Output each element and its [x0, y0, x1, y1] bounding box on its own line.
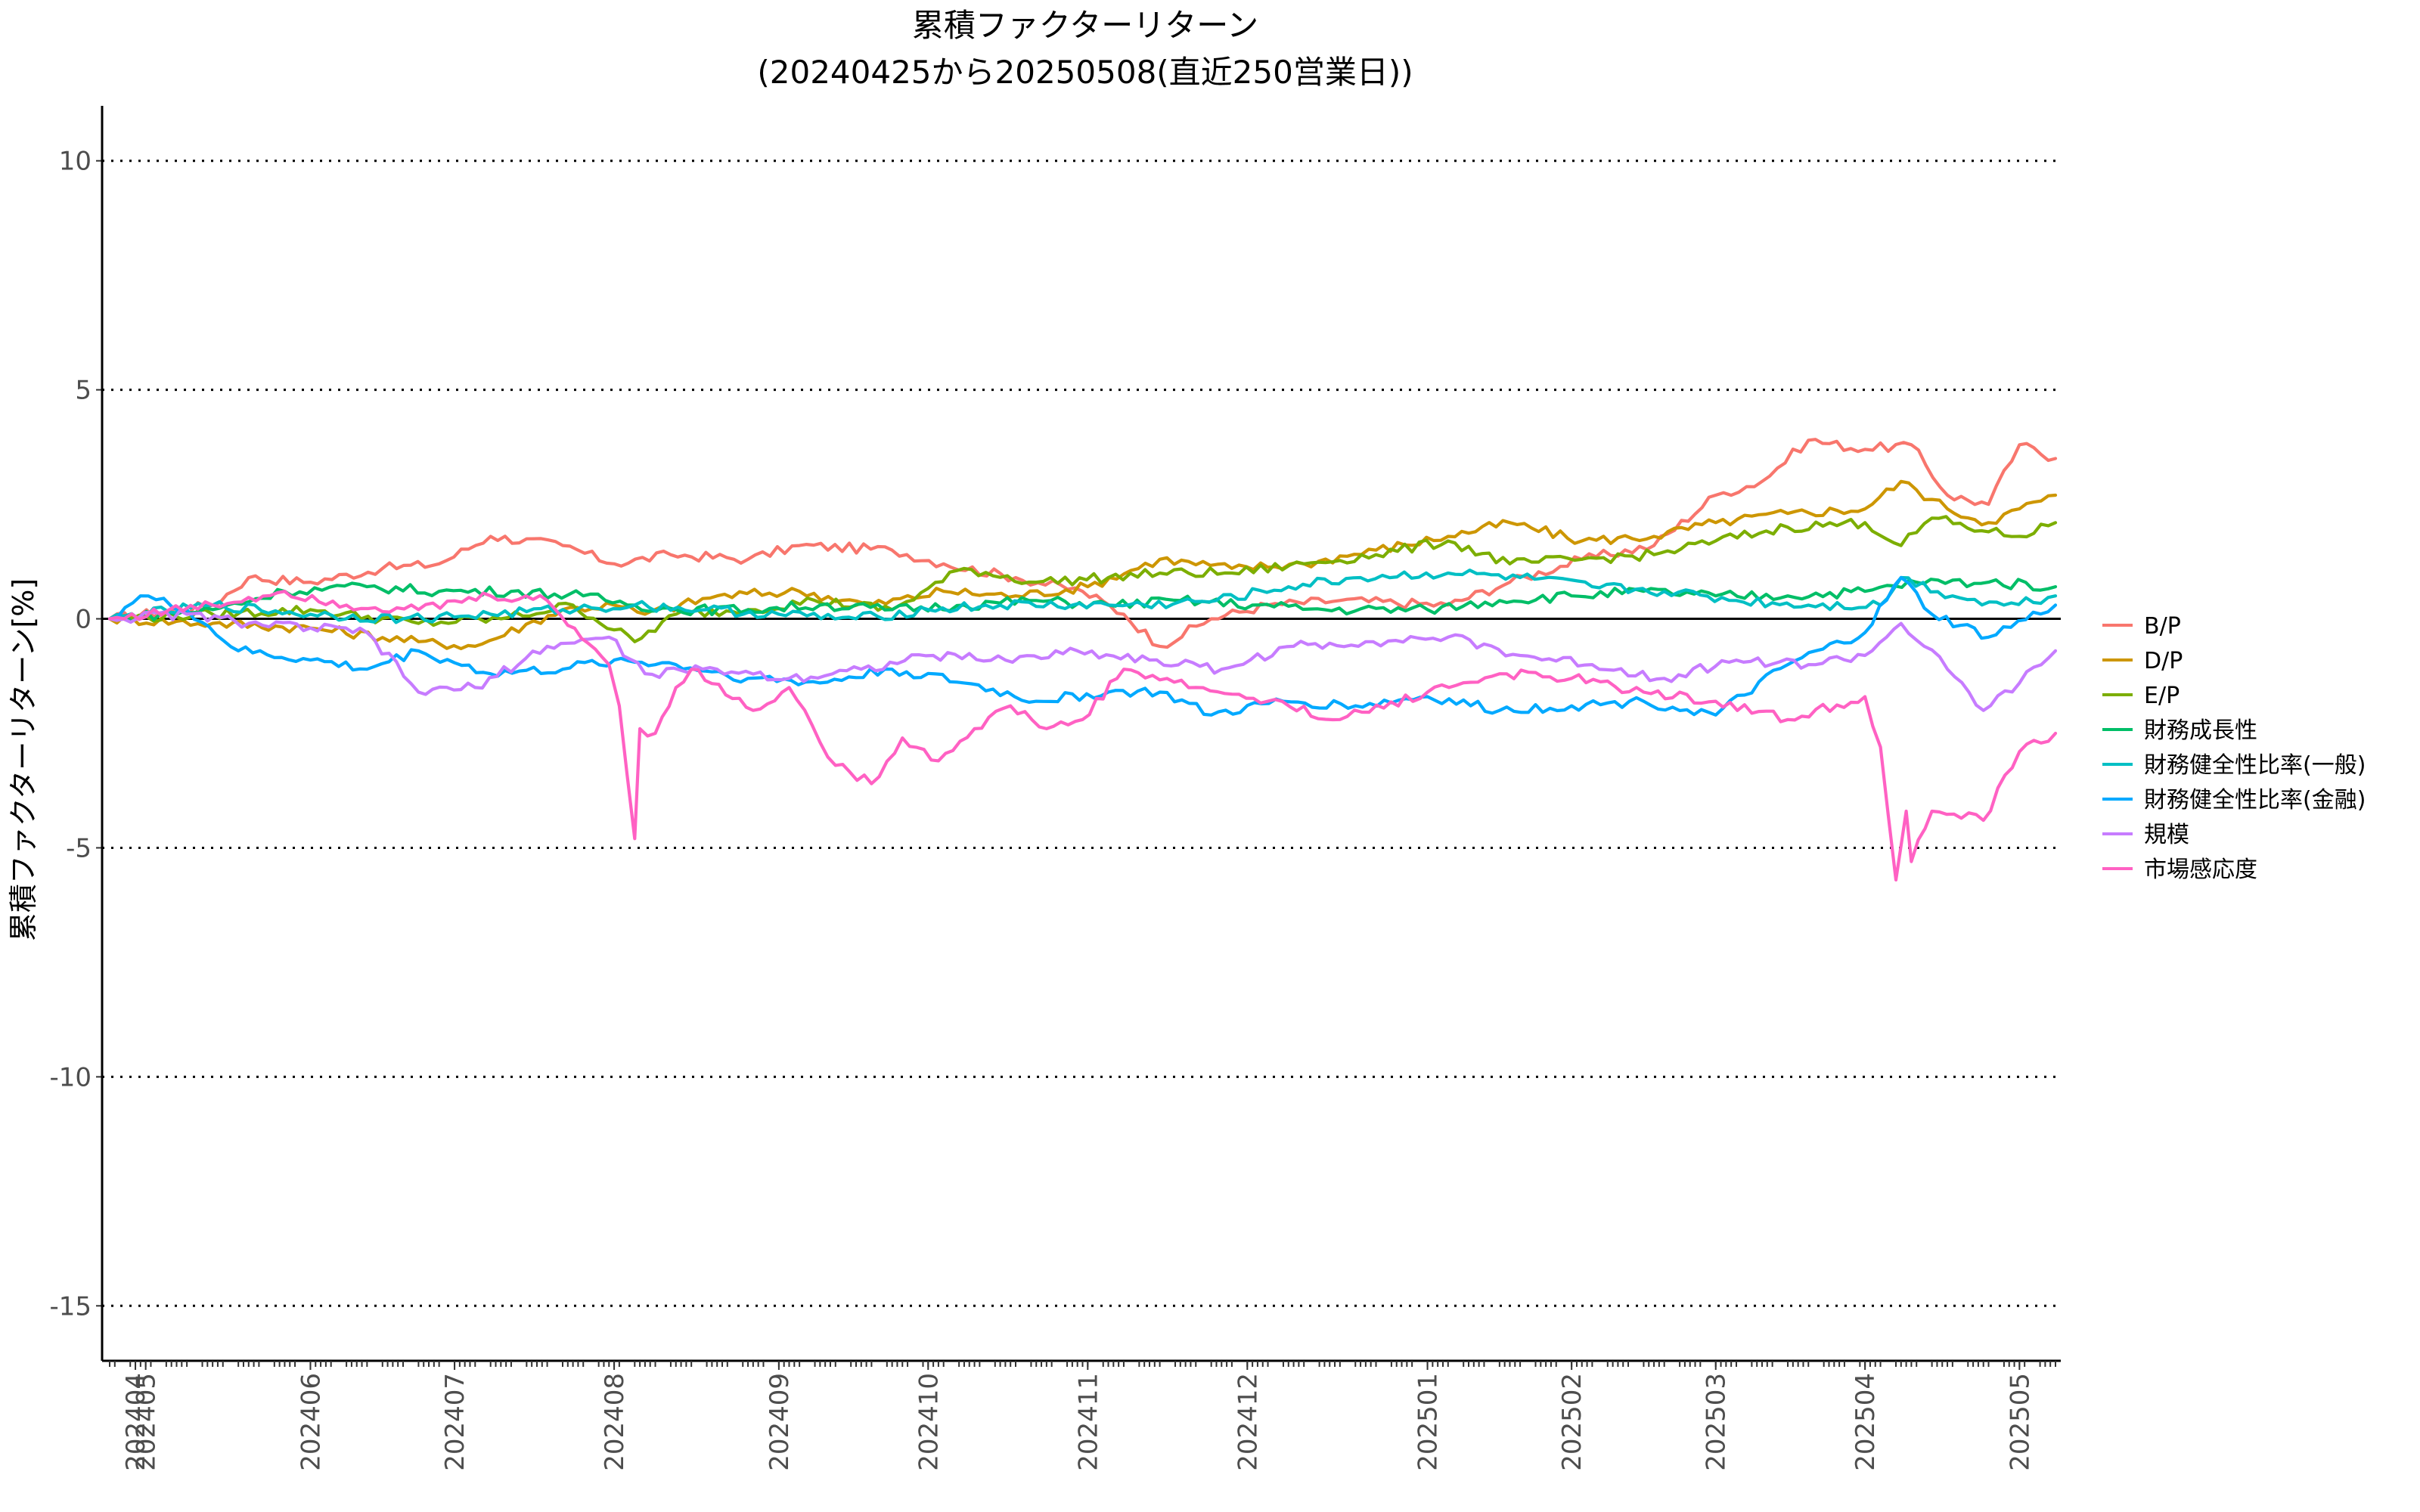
legend-label: 財務健全性比率(一般)	[2144, 752, 2366, 779]
y-tick-label: 0	[75, 605, 92, 635]
legend-label: 市場感応度	[2144, 857, 2257, 883]
x-tick-label: 202408	[600, 1373, 630, 1471]
series-line-3	[107, 515, 2058, 643]
x-tick-label: 202411	[1073, 1373, 1103, 1471]
series-line-6	[107, 575, 2058, 717]
legend-label: 財務健全性比率(金融)	[2144, 787, 2366, 813]
legend-label: 財務成長性	[2144, 717, 2257, 744]
x-tick-label: 202501	[1413, 1373, 1444, 1471]
y-tick-label: -10	[49, 1062, 92, 1092]
x-tick-label: 202410	[914, 1373, 944, 1471]
x-tick-label: 202405	[132, 1373, 162, 1471]
series-line-5	[107, 569, 2058, 624]
gridlines	[102, 160, 2061, 1307]
x-tick-label: 202409	[765, 1373, 795, 1471]
legend-label: 規模	[2144, 822, 2189, 848]
series-line-7	[107, 609, 2058, 712]
y-tick-label: -5	[66, 833, 92, 863]
x-tick-label: 202407	[440, 1373, 470, 1471]
x-tick-label: 202502	[1557, 1373, 1587, 1471]
chart-subtitle: (20240425から20250508(直近250営業日))	[757, 54, 1413, 91]
x-tick-label: 202412	[1233, 1373, 1263, 1471]
legend-label: D/P	[2144, 648, 2183, 674]
x-tick-label: 202503	[1702, 1373, 1732, 1471]
series-line-2	[107, 479, 2058, 651]
series-line-1	[107, 438, 2058, 649]
series-lines	[107, 438, 2058, 881]
x-tick-label: 202404	[121, 1373, 151, 1471]
y-axis-label: 累積ファクターリターン[%]	[7, 578, 40, 941]
x-tick-label: 202505	[2005, 1373, 2035, 1471]
y-tick-label: -15	[49, 1291, 92, 1321]
x-tick-label: 202406	[296, 1373, 326, 1471]
y-tick-label: 5	[75, 376, 92, 406]
axes	[96, 106, 2061, 1370]
chart-title: 累積ファクターリターン	[912, 7, 1258, 44]
x-tick-label: 202504	[1851, 1373, 1881, 1471]
series-line-8	[107, 590, 2058, 881]
y-tick-label: 10	[59, 147, 92, 177]
legend-label: E/P	[2144, 683, 2180, 709]
legend-label: B/P	[2144, 613, 2181, 640]
